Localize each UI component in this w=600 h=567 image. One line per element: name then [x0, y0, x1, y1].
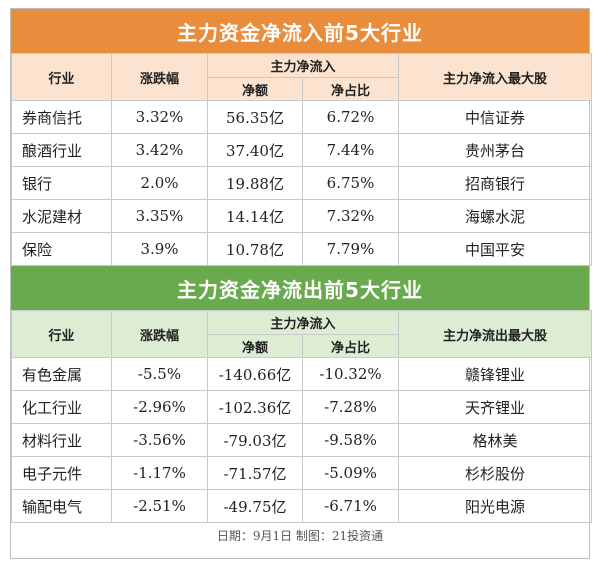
outflow-table: 行业 涨跌幅 主力净流入 主力净流出最大股 净额 净占比 有色金属 -5.5% … [11, 310, 593, 523]
cell-stock: 格林美 [398, 423, 593, 457]
cell-change: 2.0% [111, 166, 208, 200]
cell-amount: -140.66亿 [207, 357, 303, 391]
cell-industry: 酿酒行业 [11, 133, 112, 167]
table-row: 输配电气 -2.51% -49.75亿 -6.71% 阳光电源 [11, 489, 593, 523]
cell-industry: 材料行业 [11, 423, 112, 457]
header-net-amount: 净额 [207, 334, 303, 358]
cell-ratio: -7.28% [301, 390, 400, 424]
table-row: 券商信托 3.32% 56.35亿 6.72% 中信证券 [11, 100, 593, 134]
cell-amount: -79.03亿 [207, 423, 303, 457]
table-row: 保险 3.9% 10.78亿 7.79% 中国平安 [11, 232, 593, 266]
header-net-amount: 净额 [207, 77, 303, 101]
cell-ratio: 7.44% [301, 133, 400, 167]
cell-amount: 10.78亿 [207, 232, 303, 266]
header-industry: 行业 [11, 53, 112, 101]
outflow-section: 主力资金净流出前5大行业 行业 涨跌幅 主力净流入 主力净流出最大股 净额 净占… [11, 266, 593, 523]
table-row: 电子元件 -1.17% -71.57亿 -5.09% 杉杉股份 [11, 456, 593, 490]
inflow-title: 主力资金净流入前5大行业 [11, 9, 589, 53]
header-change: 涨跌幅 [111, 310, 208, 358]
cell-stock: 天齐锂业 [398, 390, 593, 424]
footer-caption: 日期：9月1日 制图：21投资通 [216, 528, 384, 543]
header-top-stock: 主力净流入最大股 [398, 53, 593, 101]
cell-change: -3.56% [111, 423, 208, 457]
cell-amount: 19.88亿 [207, 166, 303, 200]
cell-change: -2.96% [111, 390, 208, 424]
table-row: 材料行业 -3.56% -79.03亿 -9.58% 格林美 [11, 423, 593, 457]
cell-change: 3.35% [111, 199, 208, 233]
cell-stock: 中信证券 [398, 100, 593, 134]
header-net-ratio: 净占比 [301, 77, 400, 101]
cell-amount: -102.36亿 [207, 390, 303, 424]
cell-industry: 水泥建材 [11, 199, 112, 233]
cell-industry: 保险 [11, 232, 112, 266]
cell-change: 3.9% [111, 232, 208, 266]
header-top-stock: 主力净流出最大股 [398, 310, 593, 358]
header-net-flow: 主力净流入 [206, 53, 400, 78]
table-row: 有色金属 -5.5% -140.66亿 -10.32% 赣锋锂业 [11, 357, 593, 391]
cell-ratio: 6.75% [301, 166, 400, 200]
header-net-ratio: 净占比 [301, 334, 400, 358]
cell-change: 3.42% [111, 133, 208, 167]
cell-ratio: 7.32% [301, 199, 400, 233]
table-row: 酿酒行业 3.42% 37.40亿 7.44% 贵州茅台 [11, 133, 593, 167]
cell-stock: 招商银行 [398, 166, 593, 200]
industry-fund-flow-card: 主力资金净流入前5大行业 行业 涨跌幅 主力净流入 主力净流入最大股 净额 净占… [10, 8, 593, 559]
table-row: 化工行业 -2.96% -102.36亿 -7.28% 天齐锂业 [11, 390, 593, 424]
cell-stock: 赣锋锂业 [398, 357, 593, 391]
inflow-table: 行业 涨跌幅 主力净流入 主力净流入最大股 净额 净占比 券商信托 3.32% … [11, 53, 593, 266]
inflow-section: 主力资金净流入前5大行业 行业 涨跌幅 主力净流入 主力净流入最大股 净额 净占… [11, 9, 593, 266]
cell-stock: 杉杉股份 [398, 456, 593, 490]
cell-amount: 14.14亿 [207, 199, 303, 233]
cell-industry: 有色金属 [11, 357, 112, 391]
table-row: 银行 2.0% 19.88亿 6.75% 招商银行 [11, 166, 593, 200]
cell-ratio: -6.71% [301, 489, 400, 523]
outflow-title: 主力资金净流出前5大行业 [11, 266, 589, 310]
cell-industry: 输配电气 [11, 489, 112, 523]
cell-stock: 阳光电源 [398, 489, 593, 523]
cell-amount: 56.35亿 [207, 100, 303, 134]
cell-stock: 海螺水泥 [398, 199, 593, 233]
cell-industry: 银行 [11, 166, 112, 200]
cell-ratio: 6.72% [301, 100, 400, 134]
cell-ratio: -9.58% [301, 423, 400, 457]
cell-industry: 化工行业 [11, 390, 112, 424]
cell-industry: 券商信托 [11, 100, 112, 134]
cell-ratio: -5.09% [301, 456, 400, 490]
cell-change: -1.17% [111, 456, 208, 490]
cell-stock: 中国平安 [398, 232, 593, 266]
cell-amount: 37.40亿 [207, 133, 303, 167]
cell-ratio: 7.79% [301, 232, 400, 266]
cell-stock: 贵州茅台 [398, 133, 593, 167]
cell-change: -2.51% [111, 489, 208, 523]
table-row: 水泥建材 3.35% 14.14亿 7.32% 海螺水泥 [11, 199, 593, 233]
cell-ratio: -10.32% [301, 357, 400, 391]
cell-amount: -71.57亿 [207, 456, 303, 490]
cell-change: 3.32% [111, 100, 208, 134]
header-industry: 行业 [11, 310, 112, 358]
cell-change: -5.5% [111, 357, 208, 391]
cell-industry: 电子元件 [11, 456, 112, 490]
cell-amount: -49.75亿 [207, 489, 303, 523]
header-change: 涨跌幅 [111, 53, 208, 101]
header-net-flow: 主力净流入 [206, 310, 400, 335]
